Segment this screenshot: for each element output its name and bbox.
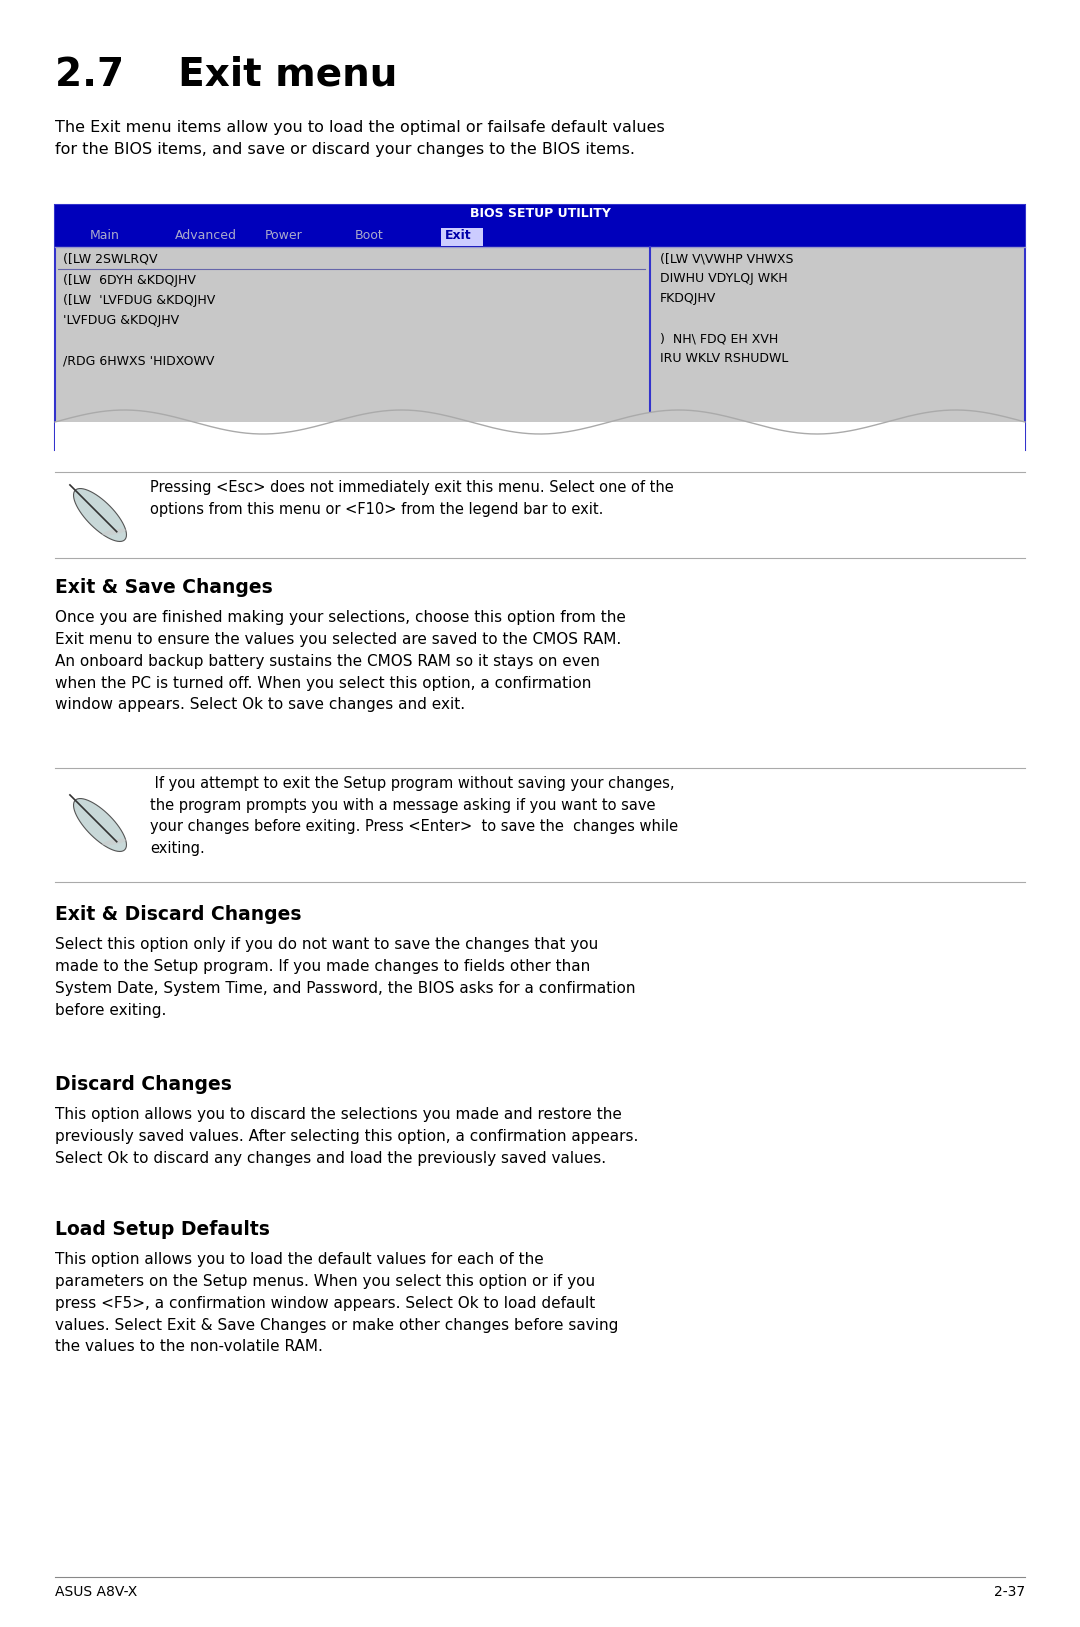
Text: If you attempt to exit the Setup program without saving your changes,
the progra: If you attempt to exit the Setup program… [150,776,678,856]
Text: IRU WKLV RSHUDWL: IRU WKLV RSHUDWL [660,351,788,364]
Bar [55,205,1025,228]
Text: ([LW  6DYH &KDQJHV: ([LW 6DYH &KDQJHV [63,273,195,286]
Text: Discard Changes: Discard Changes [55,1075,232,1093]
Bar [55,228,1025,247]
Text: Exit & Discard Changes: Exit & Discard Changes [55,905,301,924]
Text: 2-37: 2-37 [994,1585,1025,1599]
Ellipse shape [102,529,126,535]
Text: Power: Power [265,229,302,242]
Text: ([LW 2SWLRQV: ([LW 2SWLRQV [63,252,158,265]
Bar [441,228,483,246]
Text: Boot: Boot [355,229,383,242]
Polygon shape [73,799,126,851]
Text: Pressing <Esc> does not immediately exit this menu. Select one of the
options fr: Pressing <Esc> does not immediately exit… [150,480,674,517]
Text: )  NH\ FDQ EH XVH: ) NH\ FDQ EH XVH [660,332,779,345]
Text: Advanced: Advanced [175,229,237,242]
Text: ASUS A8V-X: ASUS A8V-X [55,1585,137,1599]
Text: Load Setup Defaults: Load Setup Defaults [55,1220,270,1240]
Text: Main: Main [90,229,120,242]
Text: Exit: Exit [445,229,472,242]
Text: Select this option only if you do not want to save the changes that you
made to : Select this option only if you do not wa… [55,937,635,1017]
Text: 2.7    Exit menu: 2.7 Exit menu [55,55,397,93]
Text: This option allows you to load the default values for each of the
parameters on : This option allows you to load the defau… [55,1253,619,1354]
Text: This option allows you to discard the selections you made and restore the
previo: This option allows you to discard the se… [55,1106,638,1165]
Text: /RDG 6HWXS 'HIDXOWV: /RDG 6HWXS 'HIDXOWV [63,355,214,368]
Text: FKDQJHV: FKDQJHV [660,291,716,304]
Text: DIWHU VDYLQJ WKH: DIWHU VDYLQJ WKH [660,272,787,285]
Bar [55,421,1025,452]
Text: ([LW V\VWHP VHWXS: ([LW V\VWHP VHWXS [660,252,794,265]
Polygon shape [73,488,126,542]
Text: Once you are finished making your selections, choose this option from the
Exit m: Once you are finished making your select… [55,610,626,713]
Polygon shape [55,410,1025,451]
Ellipse shape [102,838,126,846]
Text: BIOS SETUP UTILITY: BIOS SETUP UTILITY [470,207,610,220]
Text: ([LW  'LVFDUG &KDQJHV: ([LW 'LVFDUG &KDQJHV [63,294,215,308]
Text: Exit & Save Changes: Exit & Save Changes [55,578,273,597]
Text: 'LVFDUG &KDQJHV: 'LVFDUG &KDQJHV [63,314,179,327]
Text: The Exit menu items allow you to load the optimal or failsafe default values
for: The Exit menu items allow you to load th… [55,120,665,158]
Bar [55,205,1025,451]
